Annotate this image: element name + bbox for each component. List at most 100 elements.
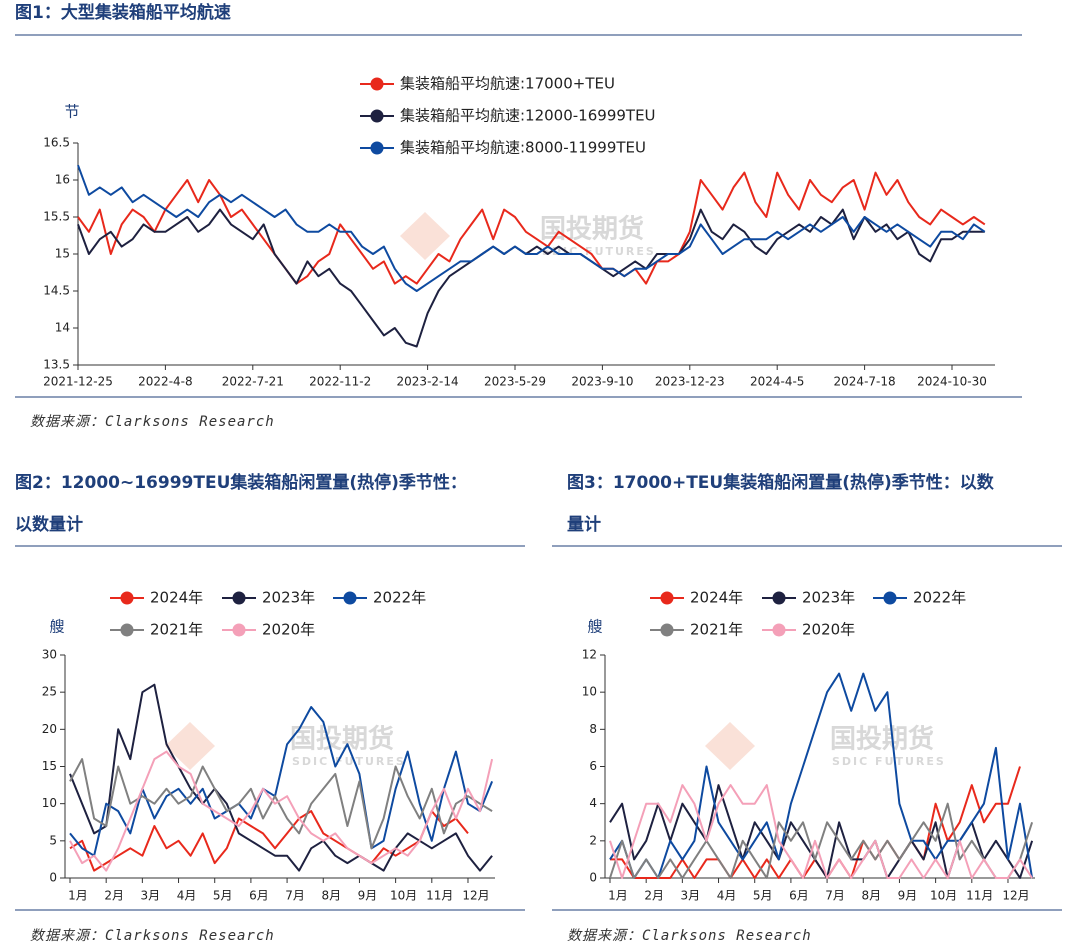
legend-marker: [660, 591, 674, 605]
x-tick-label: 2023-5-29: [484, 375, 546, 389]
source: 数据来源：Clarksons Research: [567, 928, 812, 944]
legend-label: 2023年: [262, 589, 315, 607]
legend-label: 2022年: [373, 589, 426, 607]
source: 数据来源：Clarksons Research: [30, 928, 275, 944]
y-tick-label: 15.5: [43, 210, 70, 224]
x-tick-label: 8月: [861, 889, 881, 903]
x-tick-label: 12月: [1002, 889, 1029, 903]
legend-marker: [772, 623, 786, 637]
y-tick-label: 20: [42, 722, 57, 736]
x-tick-label: 2月: [644, 889, 664, 903]
legend-label: 2020年: [802, 621, 855, 639]
x-tick-label: 2022-4-8: [138, 375, 192, 389]
x-tick-label: 11月: [426, 889, 453, 903]
x-tick-label: 10月: [930, 889, 957, 903]
series-line: [609, 784, 1033, 879]
legend-label: 2024年: [150, 589, 203, 607]
legend-label: 集装箱船平均航速:12000-16999TEU: [400, 107, 656, 125]
y-tick-label: 10: [42, 796, 57, 810]
watermark: 国投期货: [540, 214, 644, 245]
chart-title: 以数量计: [15, 515, 83, 535]
x-tick-label: 2024-10-30: [917, 375, 987, 389]
y-tick-label: 30: [42, 648, 57, 662]
legend-marker: [370, 77, 384, 91]
legend-marker: [232, 591, 246, 605]
x-tick-label: 7月: [825, 889, 845, 903]
legend-marker: [120, 591, 134, 605]
x-tick-label: 2023-12-23: [655, 375, 725, 389]
legend-label: 集装箱船平均航速:8000-11999TEU: [400, 139, 646, 157]
x-tick-label: 2022-11-2: [309, 375, 371, 389]
y-tick-label: 16: [55, 173, 70, 187]
x-tick-label: 4月: [717, 889, 737, 903]
y-tick-label: 0: [589, 871, 597, 885]
legend-marker: [370, 109, 384, 123]
x-tick-label: 2021-12-25: [43, 375, 113, 389]
y-axis-label: 节: [64, 103, 79, 121]
y-tick-label: 25: [42, 685, 57, 699]
x-tick-label: 2月: [104, 889, 124, 903]
series-line: [609, 802, 1034, 879]
watermark: 国投期货: [830, 724, 934, 755]
y-tick-label: 13.5: [43, 358, 70, 372]
x-tick-label: 5月: [753, 889, 773, 903]
x-tick-label: 8月: [321, 889, 341, 903]
legend-label: 2022年: [913, 589, 966, 607]
legend-label: 2021年: [150, 621, 203, 639]
x-tick-label: 1月: [608, 889, 628, 903]
series-line: [77, 208, 985, 348]
series-line: [69, 750, 494, 872]
legend-label: 集装箱船平均航速:17000+TEU: [400, 75, 615, 93]
y-tick-label: 14: [55, 321, 70, 335]
y-tick-label: 8: [589, 722, 597, 736]
x-tick-label: 11月: [966, 889, 993, 903]
x-tick-label: 4月: [177, 889, 197, 903]
legend-marker: [120, 623, 134, 637]
series-line: [69, 706, 494, 857]
legend-marker: [232, 623, 246, 637]
watermark: SDIC FUTURES: [292, 755, 406, 768]
series-line: [609, 672, 1034, 879]
y-tick-label: 10: [582, 685, 597, 699]
legend-marker: [370, 141, 384, 155]
x-tick-label: 7月: [285, 889, 305, 903]
x-tick-label: 2023-9-10: [571, 375, 633, 389]
series-line: [69, 683, 493, 872]
legend-marker: [660, 623, 674, 637]
y-tick-label: 0: [49, 871, 57, 885]
y-tick-label: 14.5: [43, 284, 70, 298]
legend-marker: [343, 591, 357, 605]
x-tick-label: 9月: [898, 889, 918, 903]
x-tick-label: 1月: [68, 889, 88, 903]
y-tick-label: 15: [55, 247, 70, 261]
y-tick-label: 2: [589, 833, 597, 847]
y-tick-label: 4: [589, 796, 597, 810]
chart-title: 图2：12000~16999TEU集装箱船闲置量(热停)季节性：: [15, 473, 467, 493]
x-tick-label: 3月: [681, 889, 701, 903]
legend-label: 2023年: [802, 589, 855, 607]
x-tick-label: 3月: [141, 889, 161, 903]
chart-title: 图1：大型集装箱船平均航速: [15, 3, 231, 23]
series-line: [77, 164, 986, 292]
x-tick-label: 2022-7-21: [222, 375, 284, 389]
x-tick-label: 2023-2-14: [397, 375, 459, 389]
series-line: [69, 758, 493, 850]
series-line: [77, 171, 986, 285]
legend-label: 2020年: [262, 621, 315, 639]
legend-marker: [883, 591, 897, 605]
x-tick-label: 12月: [462, 889, 489, 903]
watermark: 国投期货: [290, 724, 394, 755]
x-tick-label: 6月: [789, 889, 809, 903]
y-tick-label: 6: [589, 759, 597, 773]
x-tick-label: 5月: [213, 889, 233, 903]
watermark-logo: [165, 212, 755, 770]
y-axis-label: 艘: [49, 618, 64, 636]
y-tick-label: 5: [49, 833, 57, 847]
x-tick-label: 10月: [390, 889, 417, 903]
legend-label: 2024年: [690, 589, 743, 607]
watermark: SDIC FUTURES: [832, 755, 946, 768]
legend-label: 2021年: [690, 621, 743, 639]
y-axis-label: 艘: [587, 618, 602, 636]
